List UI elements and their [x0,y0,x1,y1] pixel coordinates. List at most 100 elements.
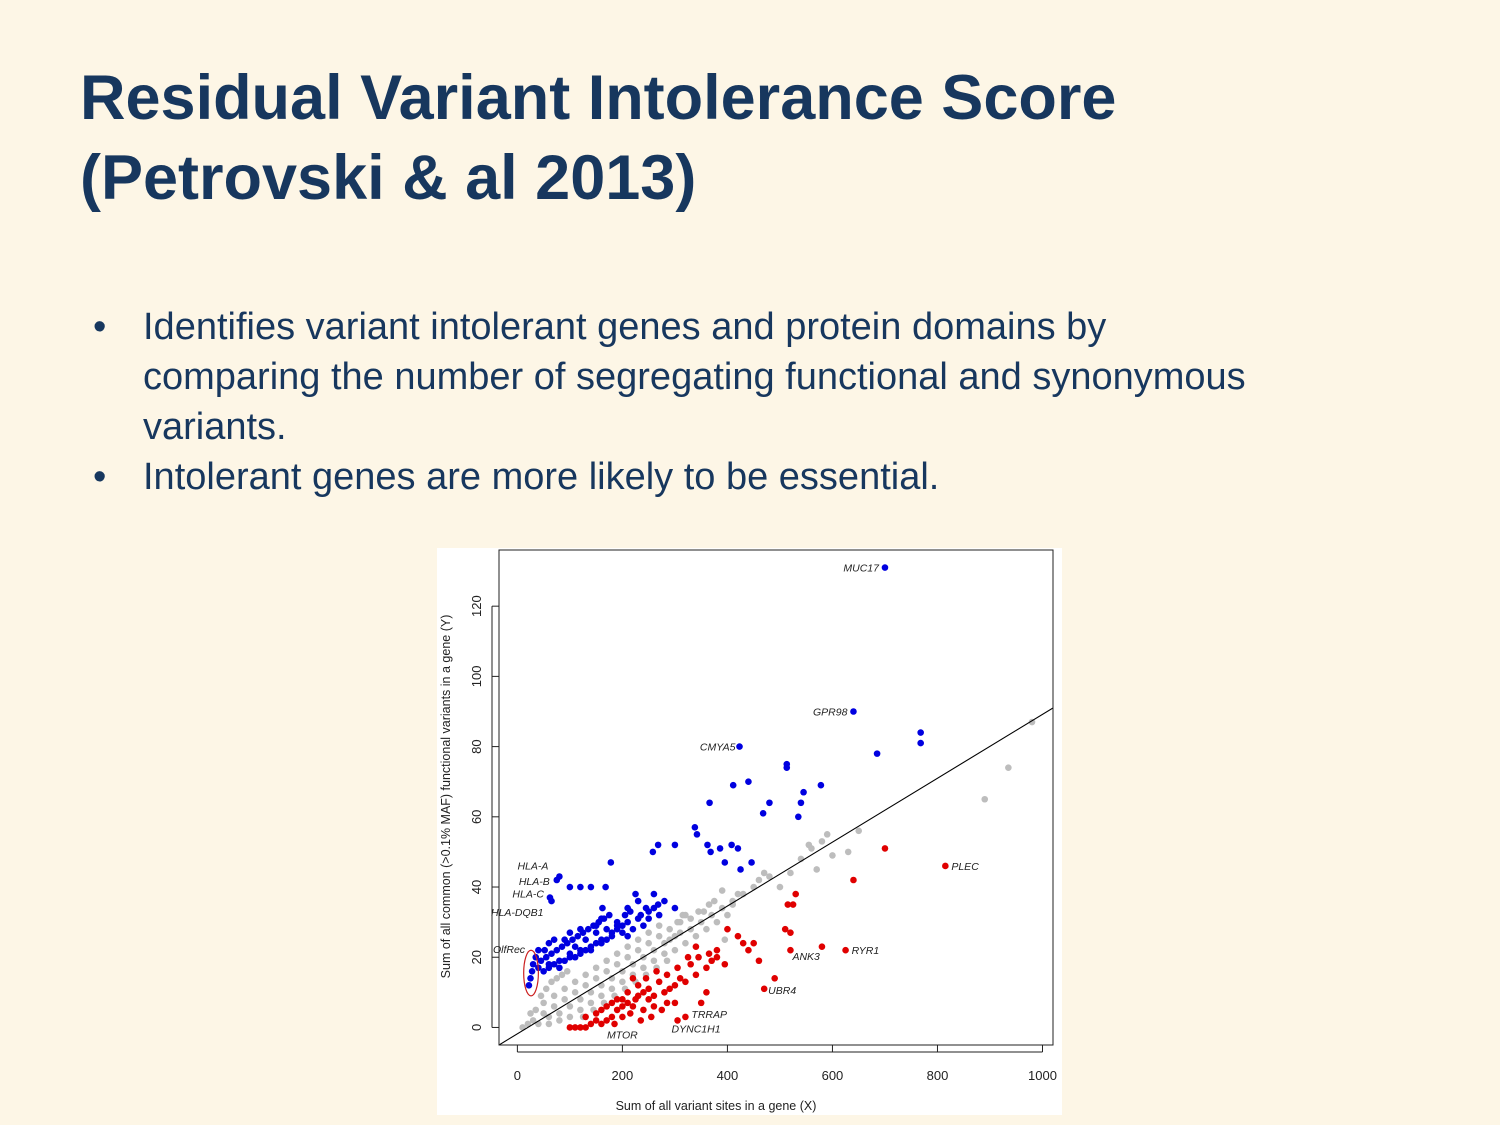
tolerant-point [613,925,621,933]
tolerant-point [650,904,658,912]
neutral-point [724,911,731,919]
intolerant-point [792,890,799,898]
neutral-point [582,971,589,979]
tolerant-point [817,781,825,789]
neutral-point [755,876,763,884]
neutral-point [829,852,836,859]
intolerant-point [682,1013,689,1021]
neutral-point [1005,764,1012,771]
neutral-point [592,974,600,982]
tolerant-point [563,939,571,947]
intolerant-point [663,971,671,979]
neutral-point [608,974,616,982]
intolerant-point [642,974,650,982]
tolerant-point [737,866,744,873]
tolerant-point [734,845,742,852]
intolerant-point [645,996,652,1003]
tolerant-point [561,957,568,965]
intolerant-point [624,989,631,996]
tolerant-point [745,778,752,786]
neutral-point [619,978,626,986]
intolerant-point [611,1020,618,1028]
tolerant-point [527,974,534,982]
x-tick-label: 600 [822,1068,844,1083]
tolerant-point [661,897,668,905]
intolerant-point [587,1020,595,1028]
intolerant-point [687,960,694,968]
tolerant-point [582,946,589,954]
neutral-point [734,890,742,898]
tolerant-point [693,831,701,838]
x-axis-title: Sum of all variant sites in a gene (X) [616,1099,817,1113]
intolerant-point [671,982,679,989]
neutral-point [634,946,642,954]
y-tick-label: 120 [469,595,484,617]
tolerant-point [599,904,606,912]
x-tick-label: 0 [514,1068,521,1083]
intolerant-point [571,1024,579,1031]
neutral-point [556,1010,563,1017]
neutral-point [650,957,658,965]
neutral-point [729,897,736,905]
tolerant-point [553,876,561,884]
tolerant-point [569,936,576,943]
tolerant-point [541,946,548,954]
tolerant-point [607,859,615,866]
tolerant-point [691,824,699,831]
neutral-point [750,883,757,891]
gene-label: CMYA5 [700,742,736,754]
tolerant-point [748,859,755,866]
neutral-point [692,932,700,940]
intolerant-point [650,992,658,1000]
neutral-point [671,946,679,954]
tolerant-point [582,936,589,943]
tolerant-point [642,904,650,912]
neutral-point [553,974,561,982]
tolerant-point [850,708,857,715]
intolerant-point [684,953,692,961]
bullet-item-2: • Intolerant genes are more likely to be… [88,452,1288,502]
tolerant-point [626,908,634,915]
y-tick-label: 0 [469,1024,484,1031]
intolerant-point [608,999,616,1007]
intolerant-point [708,957,715,965]
scatter-chart-panel: 0 200 400 600 800 1000 0 20 40 60 80 100 120 Sum of a… [437,548,1062,1115]
tolerant-point [759,809,767,817]
gene-label: ANK3 [791,951,820,963]
tolerant-point [721,859,729,866]
tolerant-point [574,932,582,940]
tolerant-point [598,939,605,947]
intolerant-point [771,974,778,982]
tolerant-point [619,929,626,936]
intolerant-point [666,985,673,993]
y-axis-title: Sum of all common (>0.1% MAF) functional… [439,615,453,979]
tolerant-point [632,890,639,898]
neutral-point [561,985,568,993]
neutral-point [563,967,571,975]
tolerant-point [634,897,642,905]
intolerant-point [624,999,631,1007]
neutral-point [529,1017,537,1024]
tolerant-point [548,950,555,958]
y-tick-label: 60 [469,810,484,824]
tolerant-point [537,957,545,965]
intolerant-point [645,985,652,993]
tolerant-point [584,925,592,933]
neutral-point [598,992,605,1000]
gene-label: PLEC [951,861,979,873]
gene-label: HLA-A [517,860,548,872]
tolerant-point [654,841,662,849]
intolerant-point [674,1017,681,1024]
bullet-text-2: Intolerant genes are more likely to be e… [143,456,940,498]
intolerant-point [634,982,642,989]
intolerant-point [608,1013,616,1021]
tolerant-point [671,841,679,849]
intolerant-point [842,946,849,954]
neutral-point [571,978,579,986]
intolerant-point [592,1010,600,1017]
y-tick-label: 80 [469,739,484,753]
intolerant-point [626,1010,634,1017]
neutral-point [540,999,547,1007]
y-tick-label: 20 [469,950,484,964]
tolerant-point [579,929,587,936]
